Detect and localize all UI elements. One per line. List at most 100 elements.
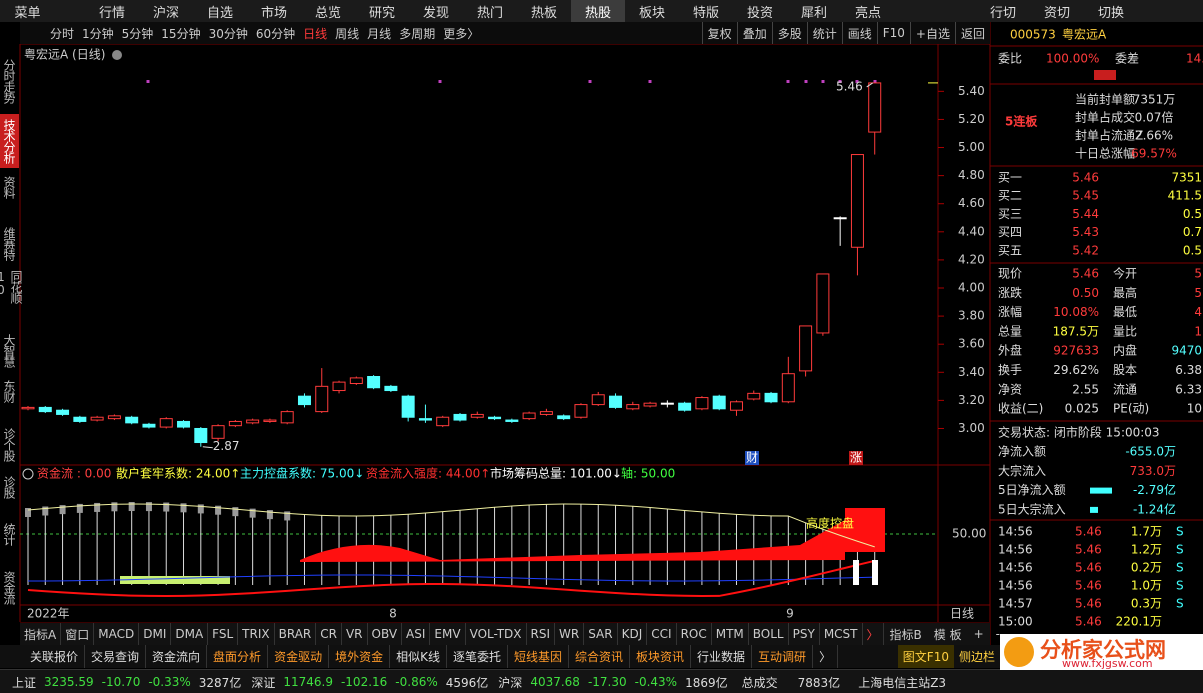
tool-button[interactable]: 叠加	[736, 22, 772, 44]
menu-button[interactable]: 菜单	[14, 5, 41, 21]
indicator-tab[interactable]: EMV	[430, 623, 466, 645]
indicator-tab-right[interactable]: +	[973, 627, 984, 641]
menu-item[interactable]: 沪深	[152, 5, 179, 21]
function-tab-right[interactable]: 侧边栏	[958, 650, 995, 664]
indicator-tab[interactable]: MACD	[94, 623, 140, 645]
indicator-tab[interactable]: WR	[555, 623, 585, 645]
candle-body	[488, 416, 502, 420]
function-tab[interactable]: 行业数据	[691, 645, 753, 668]
period-item[interactable]: 1分钟	[82, 26, 114, 41]
candle-body	[833, 217, 847, 220]
function-tab[interactable]: 互动调研	[752, 645, 814, 668]
indicator-tab[interactable]: DMA	[171, 623, 209, 645]
tool-button[interactable]: 复权	[701, 22, 737, 44]
indicator-tab[interactable]: CCI	[647, 623, 677, 645]
menu-item[interactable]: 研究	[368, 5, 395, 21]
period-item[interactable]: 5分钟	[121, 26, 154, 41]
indicator-tab[interactable]: VR	[342, 623, 368, 645]
side-tab[interactable]: 资料	[2, 176, 16, 198]
indicator-tab[interactable]: 指标A	[20, 623, 62, 645]
function-tab[interactable]: 关联报价	[24, 645, 86, 668]
indicator-tab[interactable]: MTM	[712, 623, 749, 645]
menu-item[interactable]: 热股	[571, 0, 625, 22]
indicator-tab[interactable]: DMI	[139, 623, 172, 645]
tool-button[interactable]: 统计	[806, 22, 842, 44]
side-tab[interactable]: 同花顺10	[0, 270, 23, 303]
indicator-tab[interactable]: BRAR	[275, 623, 317, 645]
function-tab[interactable]: 逐笔委托	[447, 645, 508, 668]
side-tab[interactable]: 诊股	[2, 476, 16, 498]
indicator-tab[interactable]: CR	[316, 623, 342, 645]
period-item[interactable]: 更多〉	[443, 26, 480, 41]
menu-item[interactable]: 热门	[476, 5, 503, 21]
indicator-tab[interactable]: RSI	[527, 623, 556, 645]
indicator-tab[interactable]: TRIX	[238, 623, 275, 645]
indicator-tab[interactable]: KDJ	[618, 623, 648, 645]
menu-item-right[interactable]: 行切	[989, 5, 1016, 21]
menu-item-right[interactable]: 切换	[1097, 5, 1124, 21]
stat-value: 6.33	[1175, 382, 1202, 396]
menu-item[interactable]: 总览	[314, 5, 341, 21]
tool-button[interactable]: F10	[876, 22, 910, 44]
period-item[interactable]: 多周期	[399, 26, 436, 41]
indicator-tab[interactable]: ROC	[677, 623, 712, 645]
tool-button[interactable]: +自选	[909, 22, 955, 44]
menu-item[interactable]: 亮点	[854, 5, 881, 21]
menu-item[interactable]: 行情	[98, 5, 125, 21]
function-tab[interactable]: 〉	[813, 645, 839, 668]
indicator-tab[interactable]: SAR	[584, 623, 618, 645]
y-tick-label: 3.20	[958, 393, 985, 407]
side-tab[interactable]: 技术分析	[0, 114, 19, 168]
function-tab[interactable]: 短线基因	[508, 645, 569, 668]
function-tab-right[interactable]: 图文F10	[897, 645, 954, 668]
indicator-tab[interactable]: ASI	[402, 623, 431, 645]
menu-item[interactable]: 板块	[638, 5, 665, 21]
function-tab[interactable]: 相似K线	[390, 645, 447, 668]
function-tab[interactable]: 交易查询	[85, 645, 147, 668]
menu-item[interactable]: 市场	[260, 5, 287, 21]
function-tab[interactable]: 境外资金	[329, 645, 391, 668]
side-tab[interactable]: 维赛特	[2, 226, 16, 260]
indicator-tab[interactable]: 窗口	[61, 623, 95, 645]
indicator-tab[interactable]: 〉	[863, 623, 884, 645]
side-tab[interactable]: 统计	[2, 523, 16, 545]
indicator-tab-right[interactable]: -	[995, 627, 1000, 641]
menu-item[interactable]: 自选	[206, 5, 233, 21]
indicator-tab-right[interactable]: 指标B	[889, 627, 922, 642]
period-item[interactable]: 日线	[303, 26, 328, 41]
x-tick-label: 8	[389, 607, 397, 621]
function-tab[interactable]: 资金流向	[146, 645, 208, 668]
period-item[interactable]: 周线	[335, 26, 360, 41]
side-tab[interactable]: 诊个股	[2, 427, 16, 461]
period-item[interactable]: 分时	[50, 26, 75, 41]
indicator-tab-right[interactable]: 模 板	[933, 627, 962, 642]
period-item[interactable]: 月线	[367, 26, 392, 41]
period-item[interactable]: 15分钟	[161, 26, 201, 41]
period-item[interactable]: 30分钟	[208, 26, 248, 41]
indicator-tab[interactable]: MCST	[820, 623, 863, 645]
menu-item-right[interactable]: 资切	[1043, 5, 1070, 21]
menu-item[interactable]: 热板	[530, 5, 557, 21]
side-tab[interactable]: 大智慧	[2, 333, 16, 367]
function-tab[interactable]: 板块资讯	[630, 645, 692, 668]
menu-item[interactable]: 特版	[692, 5, 719, 21]
function-tab[interactable]: 综合资讯	[569, 645, 631, 668]
indicator-tab[interactable]: FSL	[208, 623, 239, 645]
tool-button[interactable]: 画线	[841, 22, 877, 44]
tool-button[interactable]: 多股	[771, 22, 807, 44]
menu-item[interactable]: 发现	[422, 5, 449, 21]
side-tab[interactable]: 分时走势	[2, 59, 16, 103]
side-tab[interactable]: 资金流	[2, 570, 16, 604]
menu-item[interactable]: 犀利	[800, 5, 827, 21]
indicator-tab[interactable]: BOLL	[749, 623, 789, 645]
indicator-tab[interactable]: PSY	[789, 623, 820, 645]
flow-label: 大宗流入	[998, 463, 1046, 478]
function-tab[interactable]: 盘面分析	[207, 645, 269, 668]
indicator-tab[interactable]: OBV	[368, 623, 403, 645]
period-item[interactable]: 60分钟	[255, 26, 296, 41]
function-tab[interactable]: 资金驱动	[268, 645, 330, 668]
menu-item[interactable]: 投资	[746, 5, 773, 21]
side-tab[interactable]: 东财	[2, 380, 16, 402]
indicator-tab[interactable]: VOL-TDX	[466, 623, 527, 645]
tool-button[interactable]: 返回	[954, 22, 990, 44]
